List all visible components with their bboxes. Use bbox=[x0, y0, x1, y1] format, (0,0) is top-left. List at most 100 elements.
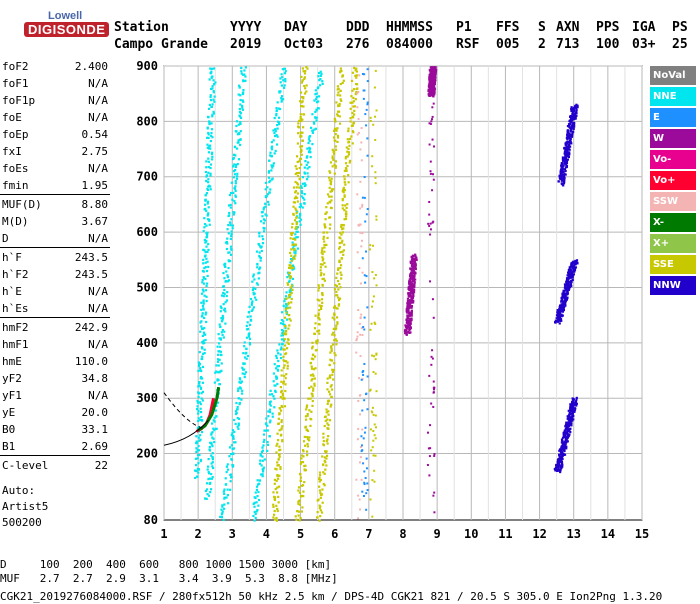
echo-point-nne bbox=[238, 386, 242, 389]
echo-point-sse bbox=[282, 382, 285, 385]
noise-point bbox=[365, 250, 368, 253]
echo-point-nne bbox=[277, 107, 280, 110]
echo-point-nne bbox=[210, 443, 213, 446]
echo-point-w bbox=[410, 272, 413, 275]
echo-point-nnw bbox=[565, 142, 569, 145]
noise-point bbox=[361, 334, 364, 337]
echo-point-nne bbox=[202, 290, 205, 293]
echo-point-sse bbox=[340, 69, 343, 72]
echo-point-sse bbox=[272, 505, 275, 509]
echo-point-nnw bbox=[560, 455, 564, 458]
echo-point-nne bbox=[201, 399, 204, 402]
echo-point-nnw bbox=[576, 106, 579, 109]
echo-point-nnw bbox=[559, 457, 562, 461]
echo-point-nnw bbox=[562, 435, 565, 439]
echo-point-nne bbox=[195, 408, 199, 411]
echo-point-sse bbox=[294, 238, 297, 241]
echo-point-nne bbox=[234, 179, 237, 183]
echo-point-nne bbox=[299, 214, 302, 217]
noise-point bbox=[361, 428, 364, 431]
noise-point bbox=[362, 97, 365, 100]
x-tick-label: 11 bbox=[498, 527, 512, 541]
x-tick-label: 13 bbox=[566, 527, 580, 541]
noise-point bbox=[374, 115, 377, 118]
echo-point-nne bbox=[300, 195, 303, 198]
echo-point-nne bbox=[284, 297, 287, 301]
echo-point-nne bbox=[202, 352, 205, 356]
echo-point-nne bbox=[300, 186, 303, 190]
echo-point-nne bbox=[221, 316, 225, 320]
echo-point-nne bbox=[311, 113, 314, 116]
echo-point-nne bbox=[215, 364, 218, 367]
echo-point-sse bbox=[347, 181, 350, 184]
echo-point-nne bbox=[237, 139, 240, 142]
echo-point-nnw bbox=[559, 470, 562, 474]
noise-point bbox=[364, 426, 367, 429]
param-separator bbox=[0, 194, 110, 195]
echo-point-nnw bbox=[574, 266, 578, 269]
echo-point-nne bbox=[282, 304, 285, 307]
echo-point-nne bbox=[237, 93, 240, 96]
noise-point bbox=[374, 426, 377, 429]
echo-point-sse bbox=[354, 74, 357, 77]
footer-distance-row: D 100 200 400 600 800 1000 1500 3000 [km… bbox=[0, 558, 332, 571]
echo-point-nne bbox=[223, 503, 226, 506]
echo-point-sse bbox=[322, 443, 325, 446]
echo-point-sse bbox=[329, 358, 332, 361]
echo-point-nne bbox=[273, 384, 276, 387]
echo-point-sse bbox=[317, 284, 320, 287]
echo-point-nnw bbox=[566, 124, 570, 128]
echo-point-w bbox=[409, 279, 412, 282]
echo-point-sse bbox=[347, 151, 351, 154]
echo-point-nne bbox=[203, 238, 206, 242]
echo-point-nne bbox=[232, 464, 235, 467]
echo-point-nne bbox=[288, 291, 291, 294]
echo-point-nne bbox=[276, 349, 279, 352]
echo-point-sse bbox=[328, 390, 331, 393]
echo-point-nne bbox=[262, 218, 266, 221]
echo-point-nne bbox=[242, 352, 245, 355]
echo-point-nnw bbox=[564, 160, 567, 164]
echo-point-sse bbox=[336, 136, 340, 139]
echo-point-nnw bbox=[572, 123, 576, 127]
noise-point bbox=[361, 203, 364, 206]
echo-point-sse bbox=[340, 223, 343, 227]
echo-point-sse bbox=[300, 104, 304, 108]
echo-point-sse bbox=[340, 241, 343, 244]
echo-point-nne bbox=[204, 489, 208, 493]
header-label-5: P1 bbox=[456, 20, 472, 35]
param-row: B1 2.69 bbox=[0, 438, 110, 455]
echo-point-nne bbox=[258, 251, 261, 254]
echo-point-nne bbox=[314, 93, 317, 96]
echo-point-nne bbox=[253, 292, 256, 295]
echo-point-nnw bbox=[563, 180, 566, 184]
noise-point bbox=[358, 498, 361, 501]
echo-point-sse bbox=[318, 476, 321, 479]
echo-point-sse bbox=[299, 115, 302, 119]
echo-point-nne bbox=[231, 227, 234, 230]
echo-point-nnw bbox=[570, 120, 573, 123]
echo-point-nne bbox=[220, 369, 223, 372]
echo-point-w bbox=[406, 311, 409, 314]
echo-point-sse bbox=[330, 359, 334, 362]
echo-point-nne bbox=[199, 377, 202, 380]
echo-point-nne bbox=[281, 311, 284, 314]
echo-point-nnw bbox=[560, 300, 563, 303]
echo-point-sse bbox=[283, 344, 287, 347]
echo-point-sse bbox=[337, 303, 341, 306]
echo-point-sse bbox=[336, 127, 339, 130]
echo-point-nne bbox=[196, 475, 199, 478]
echo-point-nne bbox=[198, 439, 201, 442]
echo-point-nne bbox=[219, 305, 222, 308]
echo-point-nne bbox=[209, 491, 212, 494]
echo-point-sse bbox=[334, 164, 337, 168]
echo-point-sse bbox=[321, 292, 324, 295]
echo-point-nne bbox=[239, 381, 242, 384]
noise-point bbox=[366, 154, 369, 157]
echo-point-sse bbox=[286, 364, 289, 367]
noise-point bbox=[360, 313, 363, 316]
echo-point-nne bbox=[275, 114, 278, 117]
echo-point-nne bbox=[261, 468, 264, 471]
echo-point-nne bbox=[210, 152, 214, 156]
echo-point-w bbox=[410, 306, 413, 309]
